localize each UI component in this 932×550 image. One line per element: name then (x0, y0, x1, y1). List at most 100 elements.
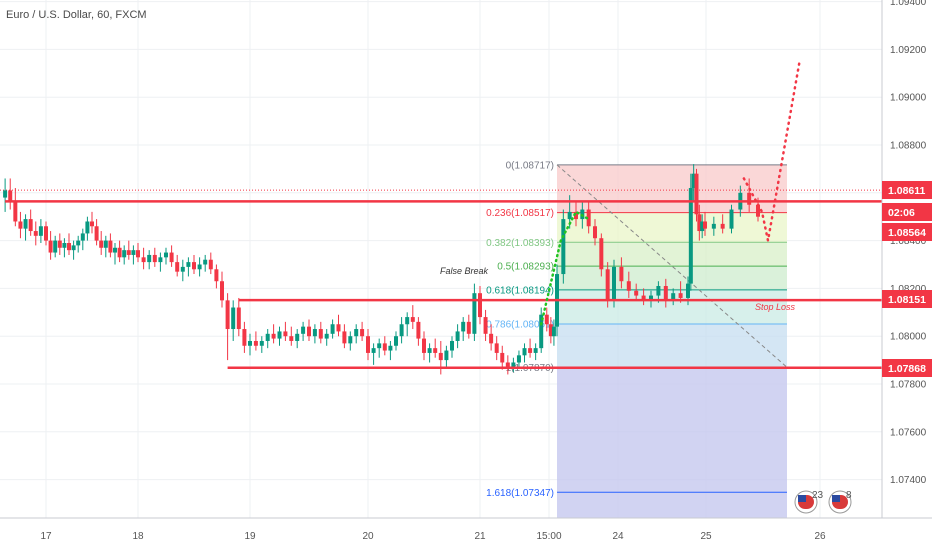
candle-body (388, 345, 393, 351)
candle-body (729, 209, 734, 229)
candle-body (450, 340, 454, 351)
fib-trend-line (556, 164, 788, 368)
candle-body (678, 293, 683, 298)
annotation-label: False Break (440, 266, 489, 276)
time-tick-label: 20 (362, 531, 374, 542)
candle-body (478, 293, 482, 318)
time-tick-label: 24 (612, 531, 624, 542)
candle-body (214, 269, 219, 282)
candle-body (236, 307, 241, 330)
event-count: 23 (812, 490, 824, 501)
candle-body (23, 219, 28, 229)
candle-body (599, 238, 604, 270)
candle-body (248, 340, 252, 346)
candle-body (483, 317, 488, 334)
candle-body (634, 290, 639, 296)
candle-body (76, 240, 81, 246)
candle-body (175, 262, 180, 272)
candle-body (354, 329, 359, 337)
candle-body (533, 348, 538, 353)
price-tag (882, 290, 932, 308)
annotation-label: Stop Loss (755, 302, 796, 312)
price-tick-label: 1.08200 (890, 284, 927, 295)
candle-body (122, 250, 127, 258)
time-tick-label: 18 (132, 531, 144, 542)
candle-body (694, 173, 699, 215)
candle-body (720, 223, 725, 229)
candle-body (231, 307, 236, 330)
candle-body (192, 262, 196, 270)
price-tick-label: 1.08800 (890, 141, 927, 152)
price-tag-label: 1.07868 (888, 363, 926, 375)
candle-body (691, 173, 696, 189)
candle-body (626, 281, 631, 291)
candle-body (438, 352, 443, 361)
price-tag-label: 1.08611 (888, 185, 926, 197)
candle-body (94, 226, 99, 241)
candle-body (700, 221, 705, 232)
candle-body (366, 336, 370, 353)
candle-body (371, 348, 376, 353)
candle-body (169, 252, 174, 263)
candle-body (131, 250, 136, 255)
candle-body (551, 326, 556, 337)
candle-body (265, 333, 270, 341)
candle-body (422, 338, 426, 353)
candle-body (444, 350, 449, 361)
fib-zone (557, 242, 787, 267)
fib-level-label: 0(1.08717) (506, 160, 554, 171)
candle-body (108, 240, 113, 253)
fib-level-label: 0.786(1.08051) (486, 320, 554, 331)
candle-body (197, 264, 202, 270)
price-tick-label: 1.07600 (890, 427, 927, 438)
candle-body (544, 314, 549, 325)
candle-body (500, 352, 505, 363)
candle-body (348, 336, 353, 344)
time-tick-label: 21 (474, 531, 486, 542)
candle-body (522, 348, 527, 356)
us-flag-canton (798, 495, 806, 502)
candle-body (307, 326, 311, 337)
candle-body (539, 314, 544, 349)
projection-path-red (742, 57, 802, 241)
symbol-title: Euro / U.S. Dollar, 60, FXCM (6, 9, 147, 21)
candle-body (67, 242, 71, 251)
event-count: 8 (846, 490, 852, 501)
candle-body (336, 324, 341, 332)
candle-body (85, 221, 90, 234)
candle-body (330, 324, 335, 334)
time-tick-label: 15:00 (536, 531, 561, 542)
candle-body (516, 355, 521, 363)
candle-body (649, 295, 653, 301)
projection-path-green (539, 210, 590, 326)
price-tag-label: 02:06 (888, 207, 915, 219)
candle-body (410, 317, 415, 322)
candle-body (405, 317, 410, 325)
candle-body (505, 362, 510, 368)
candle-body (62, 242, 67, 248)
price-tag (882, 223, 932, 241)
candle-body (33, 231, 38, 236)
economic-event-flag: 8 (828, 490, 852, 514)
candle-body (277, 331, 282, 339)
candle-body (686, 283, 690, 298)
price-tag-label: 1.08151 (888, 294, 926, 306)
candle-body (427, 348, 432, 353)
time-axis-panel (0, 518, 932, 550)
candle-body (53, 240, 58, 253)
candle-body (433, 348, 438, 353)
candle-body (561, 219, 566, 275)
candle-body (136, 250, 140, 258)
candle-body (472, 293, 477, 334)
candle-body (663, 286, 668, 301)
candle-body (57, 240, 62, 248)
fib-zone-extension (557, 367, 787, 518)
candle-body (28, 219, 33, 232)
candle-body (382, 343, 387, 351)
price-axis-panel (882, 0, 932, 550)
candle-body (360, 329, 365, 337)
candle-body (242, 329, 247, 346)
candle-body (671, 293, 676, 301)
candle-body (117, 247, 122, 258)
